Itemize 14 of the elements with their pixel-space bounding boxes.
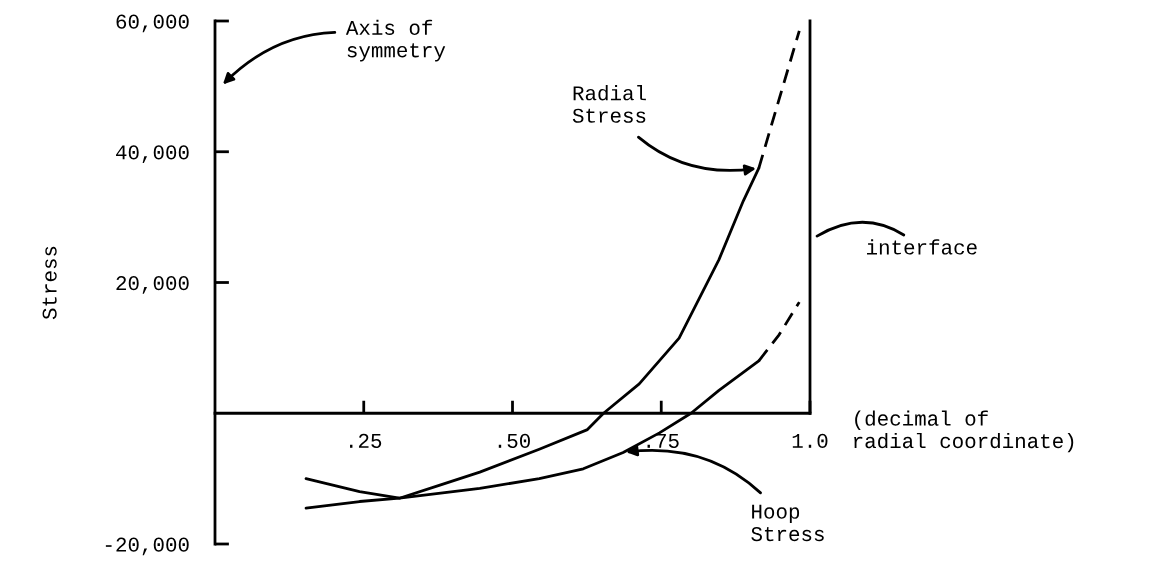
x-tick-label: .50 (498, 433, 530, 448)
x-tick-label: .75 (647, 434, 679, 448)
y-axis-title: Stress (42, 246, 57, 320)
x-axis-title: (decimal of radial coordinate) (854, 410, 1074, 453)
text: Radial Stress (572, 85, 646, 123)
y-tick-label: 40,000 (116, 145, 189, 163)
ref-line-label: interface (867, 239, 977, 255)
y-tick-label: 20,000 (116, 276, 189, 294)
text: Hoop Stress (751, 504, 824, 542)
y-tick-label: 60,000 (116, 14, 189, 33)
x-tick-label: 1.0 (792, 433, 828, 448)
annotation: Axis of symmetry (345, 19, 446, 62)
x-tick-label: .25 (350, 433, 382, 448)
y-tick-label: -20,000 (105, 537, 189, 556)
